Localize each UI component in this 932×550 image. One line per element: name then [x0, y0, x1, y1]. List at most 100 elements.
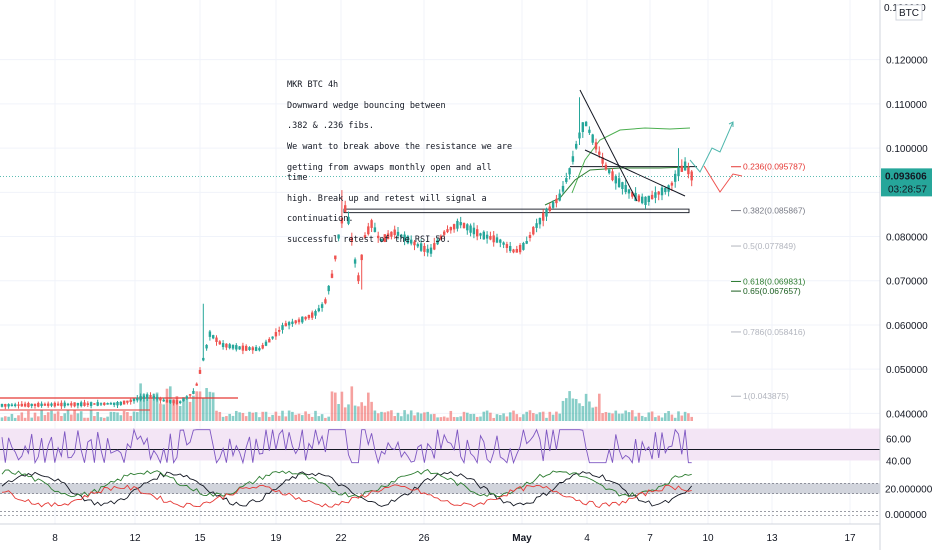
volume-bar [268, 416, 271, 421]
current-price-badge [881, 168, 932, 197]
volume-bar [205, 388, 208, 421]
price-axis[interactable]: 0.1300000.1200000.1100000.1000000.080000… [879, 0, 932, 550]
candle-body [624, 184, 627, 193]
candle-body [146, 394, 149, 399]
volume-bar [390, 410, 393, 421]
candle-body [274, 332, 278, 337]
candle-body [654, 192, 657, 198]
volume-bar [654, 417, 657, 421]
annotation-line: successful retest of the RSI 50. [287, 234, 451, 245]
time-axis[interactable]: 8 12 15 19 22 26 May 4 7 10 13 17 [0, 523, 880, 544]
volume-bar [330, 391, 334, 421]
candle-body [284, 323, 287, 327]
candle-body [27, 402, 30, 408]
volume-bar [340, 391, 344, 421]
annotation-line: getting from avwaps monthly open and all… [287, 162, 492, 183]
volume-bar [334, 392, 337, 421]
candle-body [512, 249, 515, 253]
candle-body [287, 322, 291, 326]
volume-bar [416, 412, 420, 421]
candle-body [601, 157, 604, 164]
candle-body [571, 156, 575, 162]
volume-bar [631, 410, 634, 421]
candle-body [17, 404, 20, 406]
time-tick-label: 19 [270, 533, 282, 544]
annotation-line: .382 & .236 fibs. [287, 121, 374, 132]
candle-body [20, 403, 23, 407]
candle-body [132, 398, 136, 402]
candle-body [657, 191, 660, 195]
volume-bar [459, 416, 462, 421]
volume-bar [683, 411, 687, 421]
volume-bar [40, 410, 43, 421]
volume-bar [535, 414, 538, 421]
price-tick-label: 0.080000 [886, 233, 928, 244]
volume-bar [103, 417, 106, 421]
candle-body [614, 176, 617, 184]
volume-bar [347, 404, 350, 421]
candle-body [162, 399, 165, 402]
volume-bar [152, 393, 156, 421]
volume-bar [106, 416, 109, 421]
volume-bar [551, 414, 555, 421]
candle-body [647, 195, 650, 203]
volume-bar [116, 412, 119, 421]
volume-bar [617, 413, 621, 421]
candle-body [205, 344, 208, 349]
candle-body [472, 227, 476, 235]
candle-body [344, 205, 347, 212]
volume-bar [370, 401, 373, 421]
volume-bar [43, 415, 47, 421]
volume-bar [624, 410, 627, 421]
candle-body [393, 229, 396, 236]
annotation-line: We want to break above the resistance we… [287, 142, 513, 153]
volume-bar [30, 417, 33, 421]
candle-body [70, 403, 73, 406]
volume-bar [574, 398, 578, 421]
candle-body [40, 403, 43, 406]
osc-tick-label: 20.000000 [885, 485, 932, 496]
candle-body [502, 242, 505, 245]
quote-currency-label: BTC [899, 8, 919, 19]
volume-bar [680, 415, 684, 421]
volume-bar [386, 411, 390, 421]
current-price-label: 0.093606 [885, 171, 927, 182]
candle-body [383, 234, 386, 242]
rsi-panel [0, 427, 880, 465]
volume-bar [690, 416, 693, 421]
candle-body [492, 235, 495, 243]
volume-bar [515, 414, 519, 421]
projection-bullish-head [728, 121, 734, 127]
candle-body [429, 247, 433, 254]
volume-bar [350, 386, 354, 421]
candle-body [152, 395, 155, 399]
time-tick-label: 26 [418, 533, 430, 544]
price-tick-label: 0.050000 [886, 365, 928, 376]
candle-body [436, 239, 439, 245]
volume-bar [664, 413, 667, 421]
volume-bar [287, 410, 291, 421]
volume-bar [462, 411, 466, 421]
volume-bar [231, 415, 235, 421]
volume-bar [640, 415, 644, 421]
volume-bar [248, 411, 251, 421]
candle-body [264, 341, 268, 346]
volume-bar [261, 411, 264, 421]
candle-body [518, 245, 522, 253]
candle-body [231, 344, 235, 349]
volume-bar [109, 411, 113, 421]
volume-bar [393, 416, 396, 421]
volume-bar [670, 414, 674, 421]
volume-bar [492, 417, 495, 421]
volume-bar [23, 417, 27, 421]
candle-body [155, 396, 159, 400]
rsi-line [1, 427, 692, 465]
candle-body [66, 403, 70, 406]
candle-body [535, 223, 538, 228]
candle-body [548, 206, 551, 212]
fib-levels: 0.236(0.095787) 0.382(0.085867) 0.5(0.0778… [731, 162, 806, 401]
volume-bar [202, 398, 205, 421]
candle-body [119, 401, 122, 405]
annotation-line: MKR BTC 4h [287, 80, 339, 91]
